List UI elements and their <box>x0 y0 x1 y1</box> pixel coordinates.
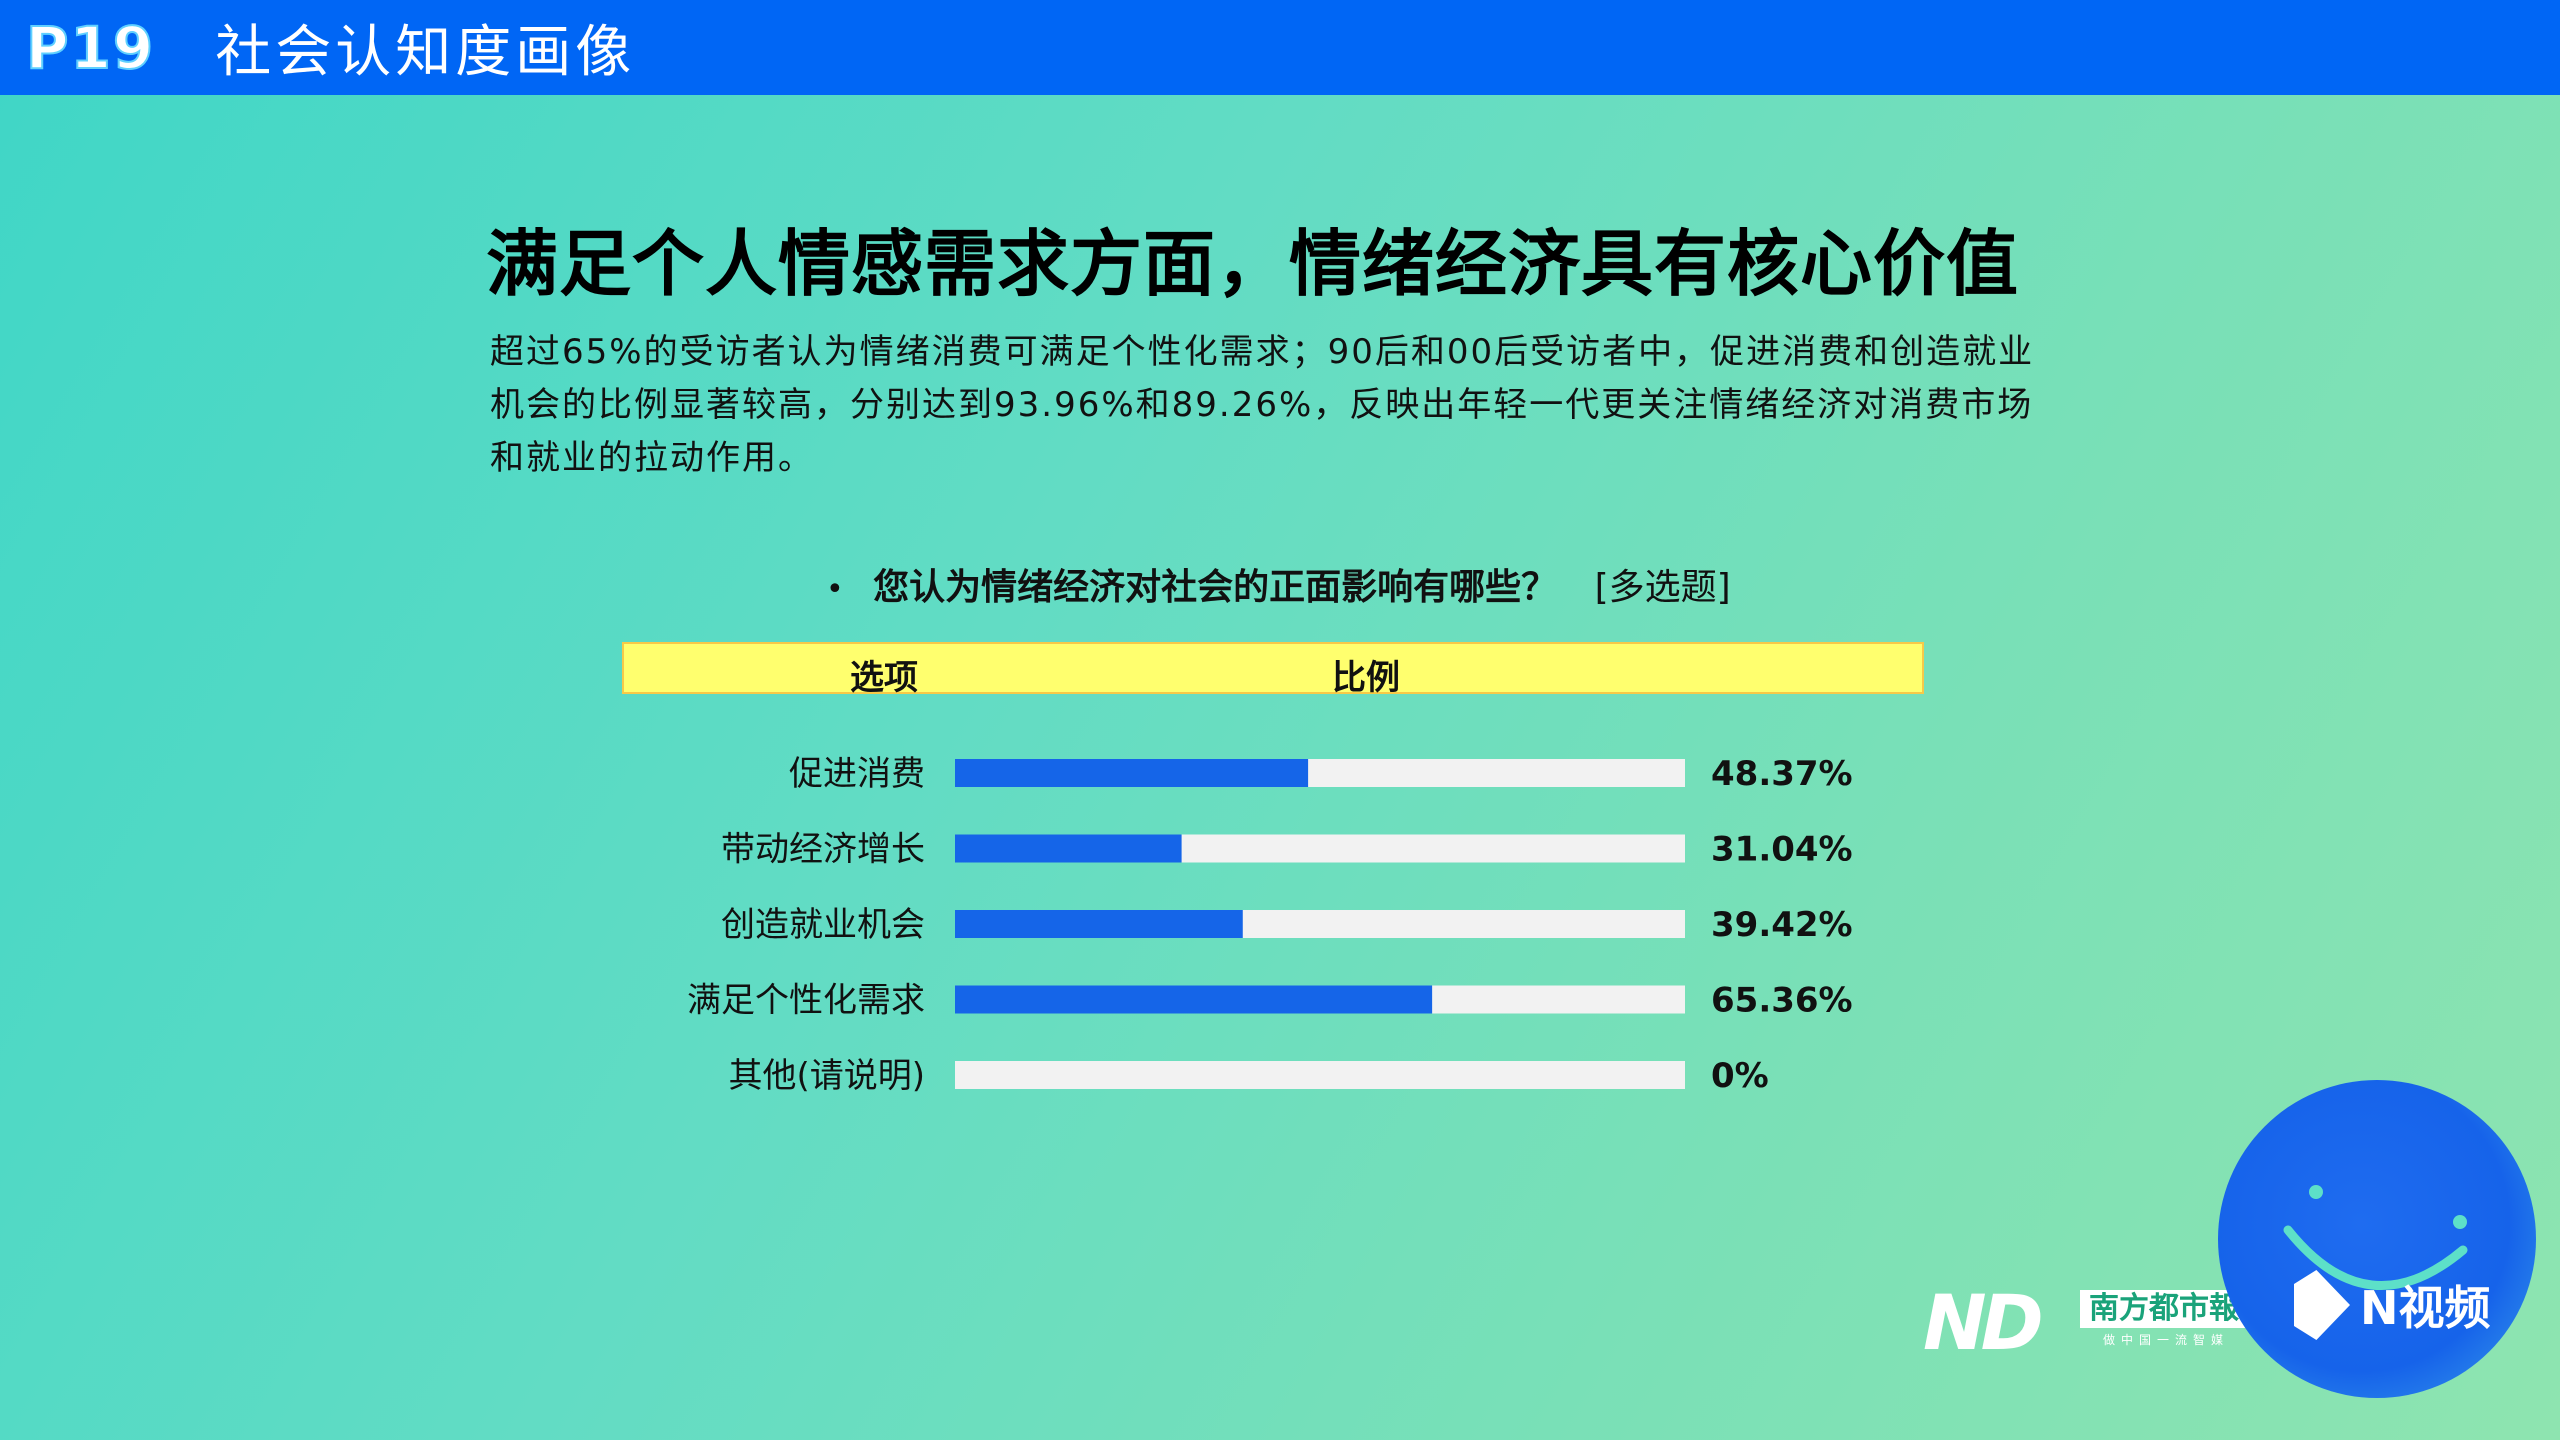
bar-track <box>955 985 1685 1014</box>
bar <box>955 985 1433 1014</box>
headline: 满足个人情感需求方面，情绪经济具有核心价值 <box>486 222 2020 306</box>
category-label: 满足个性化需求 <box>687 981 925 1021</box>
value-label: 0% <box>1711 1056 1769 1096</box>
question-text: 您认为情绪经济对社会的正面影响有哪些？ <box>873 567 1558 608</box>
bar <box>955 834 1182 863</box>
bar-track <box>955 1061 1685 1089</box>
value-label: 39.42% <box>1711 905 1853 945</box>
smiley-circle-decoration <box>2218 1080 2536 1398</box>
question-bullet: • <box>826 571 844 607</box>
page-number: P19 <box>25 13 156 83</box>
bar <box>955 910 1243 938</box>
section-title: 社会认知度画像 <box>215 20 636 85</box>
column-header-ratio: 比例 <box>1332 658 1400 698</box>
value-label: 31.04% <box>1711 830 1853 870</box>
category-label: 创造就业机会 <box>721 905 925 945</box>
question-tag: [多选题] <box>1594 567 1731 608</box>
bar-track <box>955 834 1685 863</box>
newspaper-logo: 南方都市報 <box>2080 1290 2248 1328</box>
column-header-option: 选项 <box>850 658 918 698</box>
value-label: 65.36% <box>1711 981 1853 1021</box>
bar <box>955 759 1309 787</box>
summary-paragraph: 超过65%的受访者认为情绪消费可满足个性化需求；90后和00后受访者中，促进消费… <box>490 332 2035 478</box>
bar-track <box>955 910 1685 938</box>
nvideo-logo: N视频 <box>2294 1270 2491 1340</box>
bar-track <box>955 759 1685 787</box>
smiley-face-icon <box>2283 1185 2468 1291</box>
table-header: 选项 比例 <box>622 642 1924 698</box>
newspaper-slogan: 做中国一流智媒 <box>2102 1333 2229 1347</box>
nd-logo: ND <box>1923 1278 2044 1367</box>
play-icon <box>2294 1270 2350 1340</box>
survey-question: • 您认为情绪经济对社会的正面影响有哪些？ [多选题] <box>826 558 1731 610</box>
category-label: 带动经济增长 <box>721 830 925 870</box>
category-label: 促进消费 <box>789 754 925 794</box>
value-label: 48.37% <box>1711 754 1853 794</box>
header-bar: P19 社会认知度画像 <box>0 0 2560 95</box>
nvideo-label: N视频 <box>2360 1281 2491 1335</box>
category-label: 其他(请说明) <box>728 1056 925 1096</box>
